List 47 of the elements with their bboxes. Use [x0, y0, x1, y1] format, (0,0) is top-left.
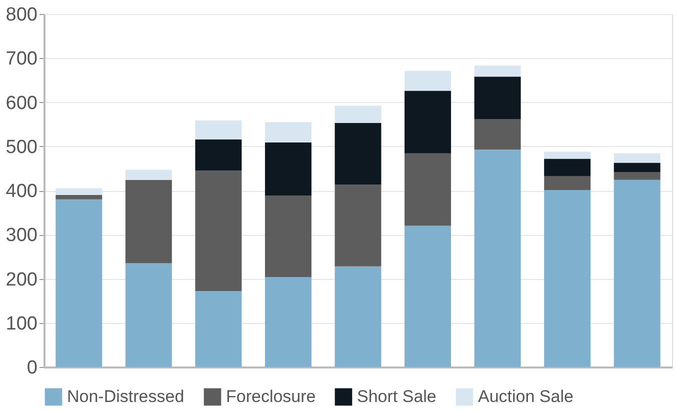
- bar: [474, 66, 521, 77]
- bar: [56, 199, 102, 367]
- bar: [334, 106, 382, 123]
- bar: [334, 122, 382, 185]
- bar: [544, 190, 591, 367]
- bar: [544, 152, 591, 159]
- y-tick-label: 0: [26, 358, 38, 378]
- bar: [264, 196, 312, 277]
- bar: [56, 194, 102, 200]
- bar: [474, 119, 521, 150]
- bar: [195, 291, 242, 367]
- legend-label: Auction Sale: [478, 386, 574, 406]
- bar: [404, 70, 452, 91]
- bar: [544, 176, 591, 190]
- y-tick-label: 300: [6, 225, 38, 246]
- bar: [404, 226, 452, 367]
- bar: [474, 149, 521, 367]
- bar: [195, 170, 242, 292]
- y-tick-label: 200: [6, 269, 38, 290]
- bar: [264, 122, 312, 142]
- bar: [125, 170, 172, 180]
- bar: [264, 276, 312, 367]
- bar: [544, 158, 591, 176]
- y-tick-label: 100: [6, 313, 38, 334]
- y-tick-label: 800: [6, 4, 38, 26]
- y-tick-label: 500: [6, 136, 38, 158]
- bar: [474, 76, 521, 120]
- legend-label: Non-Distressed: [67, 386, 184, 406]
- bar: [56, 188, 102, 195]
- bar: [334, 184, 382, 266]
- bar: [404, 153, 452, 226]
- bar: [334, 266, 382, 367]
- bar: [614, 153, 660, 163]
- bar: [614, 162, 660, 172]
- bar: [195, 120, 242, 140]
- legend-label: Short Sale: [357, 386, 436, 406]
- bar: [125, 263, 172, 367]
- bar: [614, 172, 660, 180]
- legend-label: Foreclosure: [226, 386, 316, 406]
- bar: [264, 142, 312, 196]
- bar: [195, 139, 242, 171]
- bar: [125, 180, 172, 264]
- y-tick-label: 700: [6, 48, 38, 70]
- y-tick-label: 600: [6, 92, 38, 114]
- bar: [614, 180, 660, 367]
- y-tick-label: 400: [6, 181, 38, 202]
- bar: [404, 90, 452, 154]
